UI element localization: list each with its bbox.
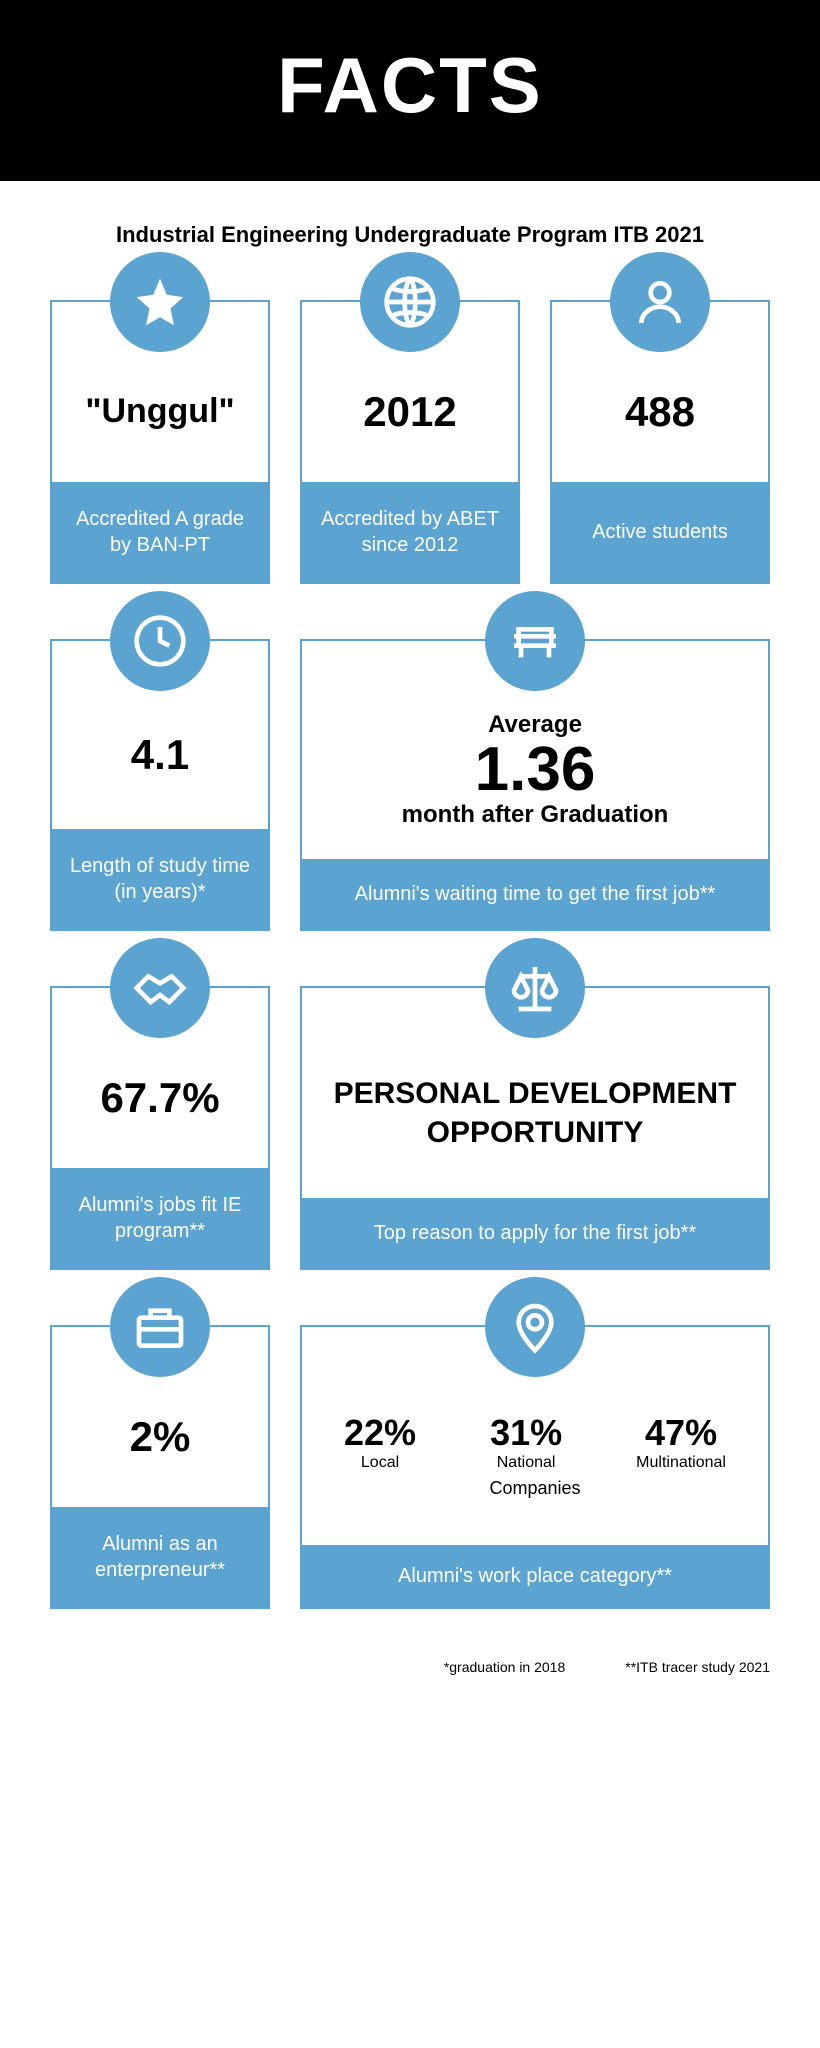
studytime-label: Length of study time (in years)*: [52, 829, 268, 929]
accred1-value: "Unggul": [85, 392, 234, 431]
handshake-icon: [110, 938, 210, 1038]
stat-local: 22% Local: [344, 1412, 416, 1472]
jobsfit-value: 67.7%: [100, 1074, 219, 1122]
waiting-value: 1.36: [475, 739, 596, 801]
card-accred2: 2012 Accredited by ABET since 2012: [300, 300, 520, 584]
entrepreneur-label: Alumni as an enterpreneur**: [52, 1507, 268, 1607]
card-waiting: Average 1.36 month after Graduation Alum…: [300, 639, 770, 931]
page-title: FACTS: [0, 40, 820, 131]
companies-word: Companies: [489, 1478, 580, 1499]
students-value: 488: [625, 388, 695, 436]
header-banner: FACTS: [0, 0, 820, 181]
clock-icon: [110, 591, 210, 691]
card-entrepreneur: 2% Alumni as an enterpreneur**: [50, 1325, 270, 1609]
footnote-a: *graduation in 2018: [444, 1659, 565, 1675]
card-workplace: 22% Local 31% National 47% Multinational…: [300, 1325, 770, 1609]
jobsfit-label: Alumni's jobs fit IE program**: [52, 1168, 268, 1268]
workplace-label: Alumni's work place category**: [302, 1545, 768, 1607]
star-icon: [110, 252, 210, 352]
card-jobsfit: 67.7% Alumni's jobs fit IE program**: [50, 986, 270, 1270]
studytime-value: 4.1: [131, 731, 189, 779]
pin-icon: [485, 1277, 585, 1377]
reason-value: PERSONAL DEVELOPMENT OPPORTUNITY: [312, 1074, 758, 1152]
footnote-b: **ITB tracer study 2021: [625, 1659, 770, 1675]
workplace-stats: 22% Local 31% National 47% Multinational…: [312, 1412, 758, 1499]
stat-national: 31% National: [490, 1412, 562, 1472]
row-2: 4.1 Length of study time (in years)* Ave…: [50, 639, 770, 931]
card-students: 488 Active students: [550, 300, 770, 584]
globe-icon: [360, 252, 460, 352]
waiting-label: Alumni's waiting time to get the first j…: [302, 859, 768, 929]
accred2-value: 2012: [363, 388, 456, 436]
person-icon: [610, 252, 710, 352]
accred1-label: Accredited A grade by BAN-PT: [52, 482, 268, 582]
row-3: 67.7% Alumni's jobs fit IE program** PER…: [50, 986, 770, 1270]
row-1: "Unggul" Accredited A grade by BAN-PT 20…: [50, 300, 770, 584]
accred2-label: Accredited by ABET since 2012: [302, 482, 518, 582]
cards-grid: "Unggul" Accredited A grade by BAN-PT 20…: [0, 300, 820, 1639]
students-label: Active students: [552, 482, 768, 582]
row-4: 2% Alumni as an enterpreneur** 22% Local…: [50, 1325, 770, 1609]
entrepreneur-value: 2%: [130, 1413, 191, 1461]
waiting-post: month after Graduation: [402, 801, 669, 829]
briefcase-icon: [110, 1277, 210, 1377]
card-reason: PERSONAL DEVELOPMENT OPPORTUNITY Top rea…: [300, 986, 770, 1270]
card-accred1: "Unggul" Accredited A grade by BAN-PT: [50, 300, 270, 584]
footnotes: *graduation in 2018 **ITB tracer study 2…: [0, 1639, 820, 1715]
reason-label: Top reason to apply for the first job**: [302, 1198, 768, 1268]
stat-multinational: 47% Multinational: [636, 1412, 726, 1472]
bench-icon: [485, 591, 585, 691]
card-studytime: 4.1 Length of study time (in years)*: [50, 639, 270, 931]
scales-icon: [485, 938, 585, 1038]
